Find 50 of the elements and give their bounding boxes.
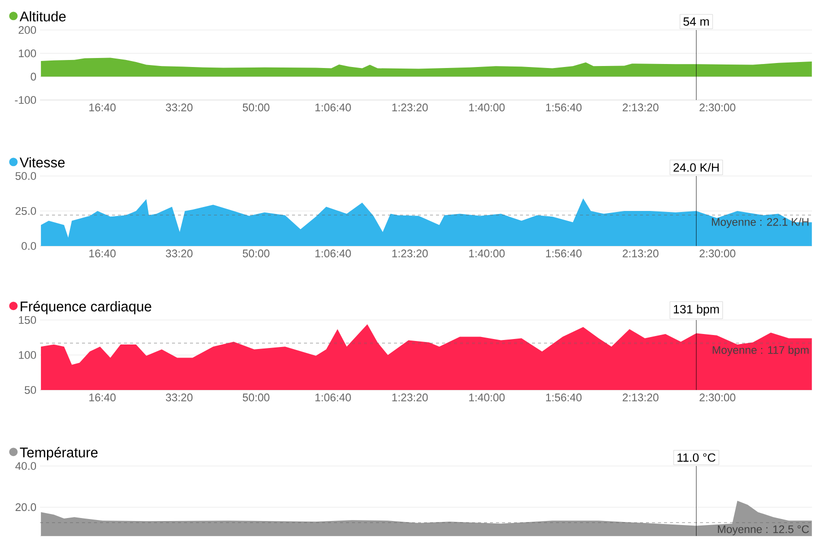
y-tick-label: 40.0 [15, 462, 36, 470]
x-tick-label: 16:40 [89, 250, 116, 258]
y-tick-label: 0 [30, 72, 36, 81]
legend-label: Vitesse [20, 157, 65, 168]
ref-line-label: Moyenne : 117 bpm [712, 346, 809, 356]
x-tick-label: 1:40:00 [469, 250, 505, 258]
y-tick-label: 20.0 [16, 503, 36, 512]
legend-label: Altitude [20, 11, 66, 22]
y-tick-label: 25.0 [16, 207, 36, 215]
x-tick-label: 33:20 [166, 394, 192, 402]
ref-line-label: Moyenne : 12.5 °C [718, 525, 809, 536]
x-tick-label: 1:56:40 [546, 250, 582, 258]
text: 54 m [683, 17, 709, 26]
x-tick-label: 2:13:20 [622, 394, 658, 402]
text: 11.0 °C [678, 453, 716, 462]
x-tick-label: 2:30:00 [700, 394, 736, 402]
legend-label: Fréquence cardiaque [20, 300, 152, 314]
x-tick-label: 1:06:40 [315, 394, 351, 402]
x-tick-label: 1:23:20 [392, 250, 428, 258]
x-tick-label: 33:20 [166, 104, 192, 112]
ref-line-label: Moyenne : 22.1 K/H [712, 218, 808, 228]
x-tick-label: 2:13:20 [622, 250, 658, 258]
x-tick-label: 1:40:00 [469, 104, 505, 112]
y-tick-label: 100 [18, 49, 36, 58]
y-tick-label: 200 [18, 26, 36, 34]
y-tick-label: 100 [18, 351, 36, 359]
x-tick-label: 50:00 [242, 104, 270, 112]
text: 24.0 K/H [674, 162, 719, 172]
x-tick-label: 2:30:00 [700, 104, 736, 112]
y-tick-label: 0.0 [22, 242, 36, 250]
x-tick-label: 1:23:20 [392, 104, 428, 112]
x-tick-label: 50:00 [242, 394, 270, 402]
x-tick-label: 50:00 [242, 250, 270, 258]
x-tick-label: 16:40 [89, 104, 116, 112]
x-tick-label: 33:20 [166, 250, 192, 258]
x-tick-label: 1:40:00 [469, 394, 505, 402]
legend-label: Température [20, 446, 98, 460]
x-tick-label: 2:30:00 [700, 250, 736, 258]
y-tick-label: 50.0 [16, 172, 36, 180]
x-tick-label: 1:23:20 [392, 394, 428, 402]
y-tick-label: 150 [18, 316, 36, 324]
y-tick-label: 50 [24, 386, 36, 394]
x-tick-label: 1:56:40 [546, 394, 582, 402]
x-tick-label: 1:56:40 [546, 104, 582, 112]
x-tick-label: 16:40 [89, 394, 116, 402]
x-tick-label: 1:06:40 [315, 104, 351, 112]
text: 131 bpm [674, 304, 719, 316]
x-tick-label: 1:06:40 [315, 250, 351, 258]
x-tick-label: 2:13:20 [622, 104, 658, 112]
y-tick-label: -100 [14, 96, 36, 104]
